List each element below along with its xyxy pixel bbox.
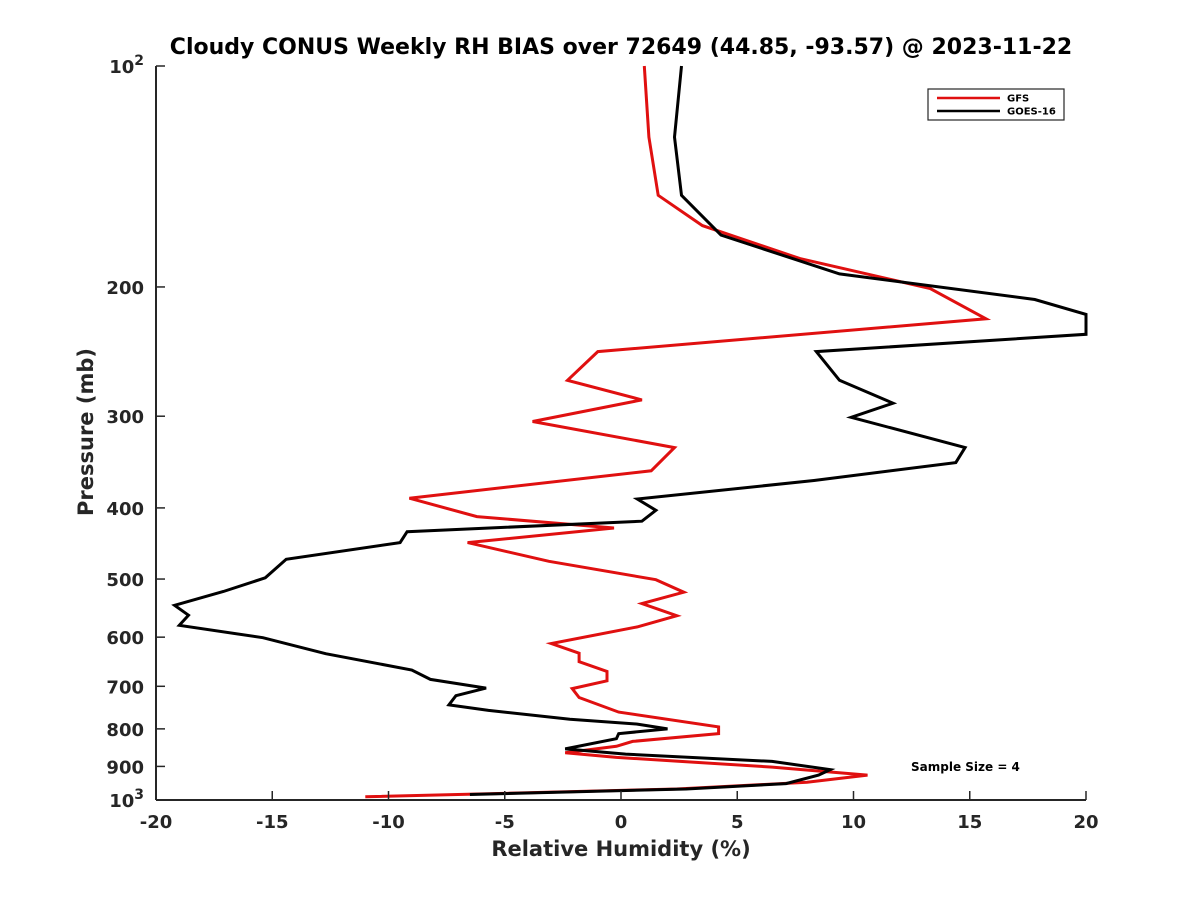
y-tick-label: 900 (106, 757, 144, 778)
y-tick-label: 102 (109, 53, 144, 78)
y-tick-label: 700 (106, 677, 144, 698)
series-line-gfs (365, 65, 992, 799)
x-tick-label: -15 (256, 812, 289, 833)
y-tick-label: 300 (106, 407, 144, 428)
axes-layer: -20 -15 -10 -5 0 5 10 15 20 102 200 300 400 500 600 700… (106, 53, 1098, 833)
series-layer (171, 65, 1088, 799)
y-tick-label: 200 (106, 278, 144, 299)
x-tick-label: 20 (1073, 812, 1098, 833)
y-tick-label: 400 (106, 499, 144, 520)
legend: GFS GOES-16 (927, 88, 1065, 121)
chart-title: Cloudy CONUS Weekly RH BIAS over 72649 (… (170, 35, 1072, 60)
legend-label-gfs: GFS (1007, 94, 1029, 105)
x-tick-label: 0 (615, 812, 628, 833)
legend-box (927, 88, 1065, 121)
x-tick-label: -20 (140, 812, 173, 833)
x-axis-label: Relative Humidity (%) (491, 837, 750, 861)
legend-label-goes-16: GOES-16 (1007, 107, 1056, 118)
y-tick-label: 103 (109, 787, 144, 812)
y-tick-label: 800 (106, 720, 144, 741)
x-tick-label: -10 (372, 812, 405, 833)
x-tick-label: 10 (841, 812, 866, 833)
y-tick-label: 600 (106, 628, 144, 649)
sample-size-annotation: Sample Size = 4 (911, 760, 1020, 774)
x-tick-label: 15 (957, 812, 982, 833)
x-tick-label: -5 (495, 812, 515, 833)
plot-area: -20 -15 -10 -5 0 5 10 15 20 102 200 300 400 500 600 700… (106, 53, 1098, 833)
y-tick-label: 500 (106, 570, 144, 591)
series-line-goes-16 (171, 65, 1088, 796)
x-tick-label: 5 (731, 812, 744, 833)
y-axis-label: Pressure (mb) (74, 348, 98, 516)
